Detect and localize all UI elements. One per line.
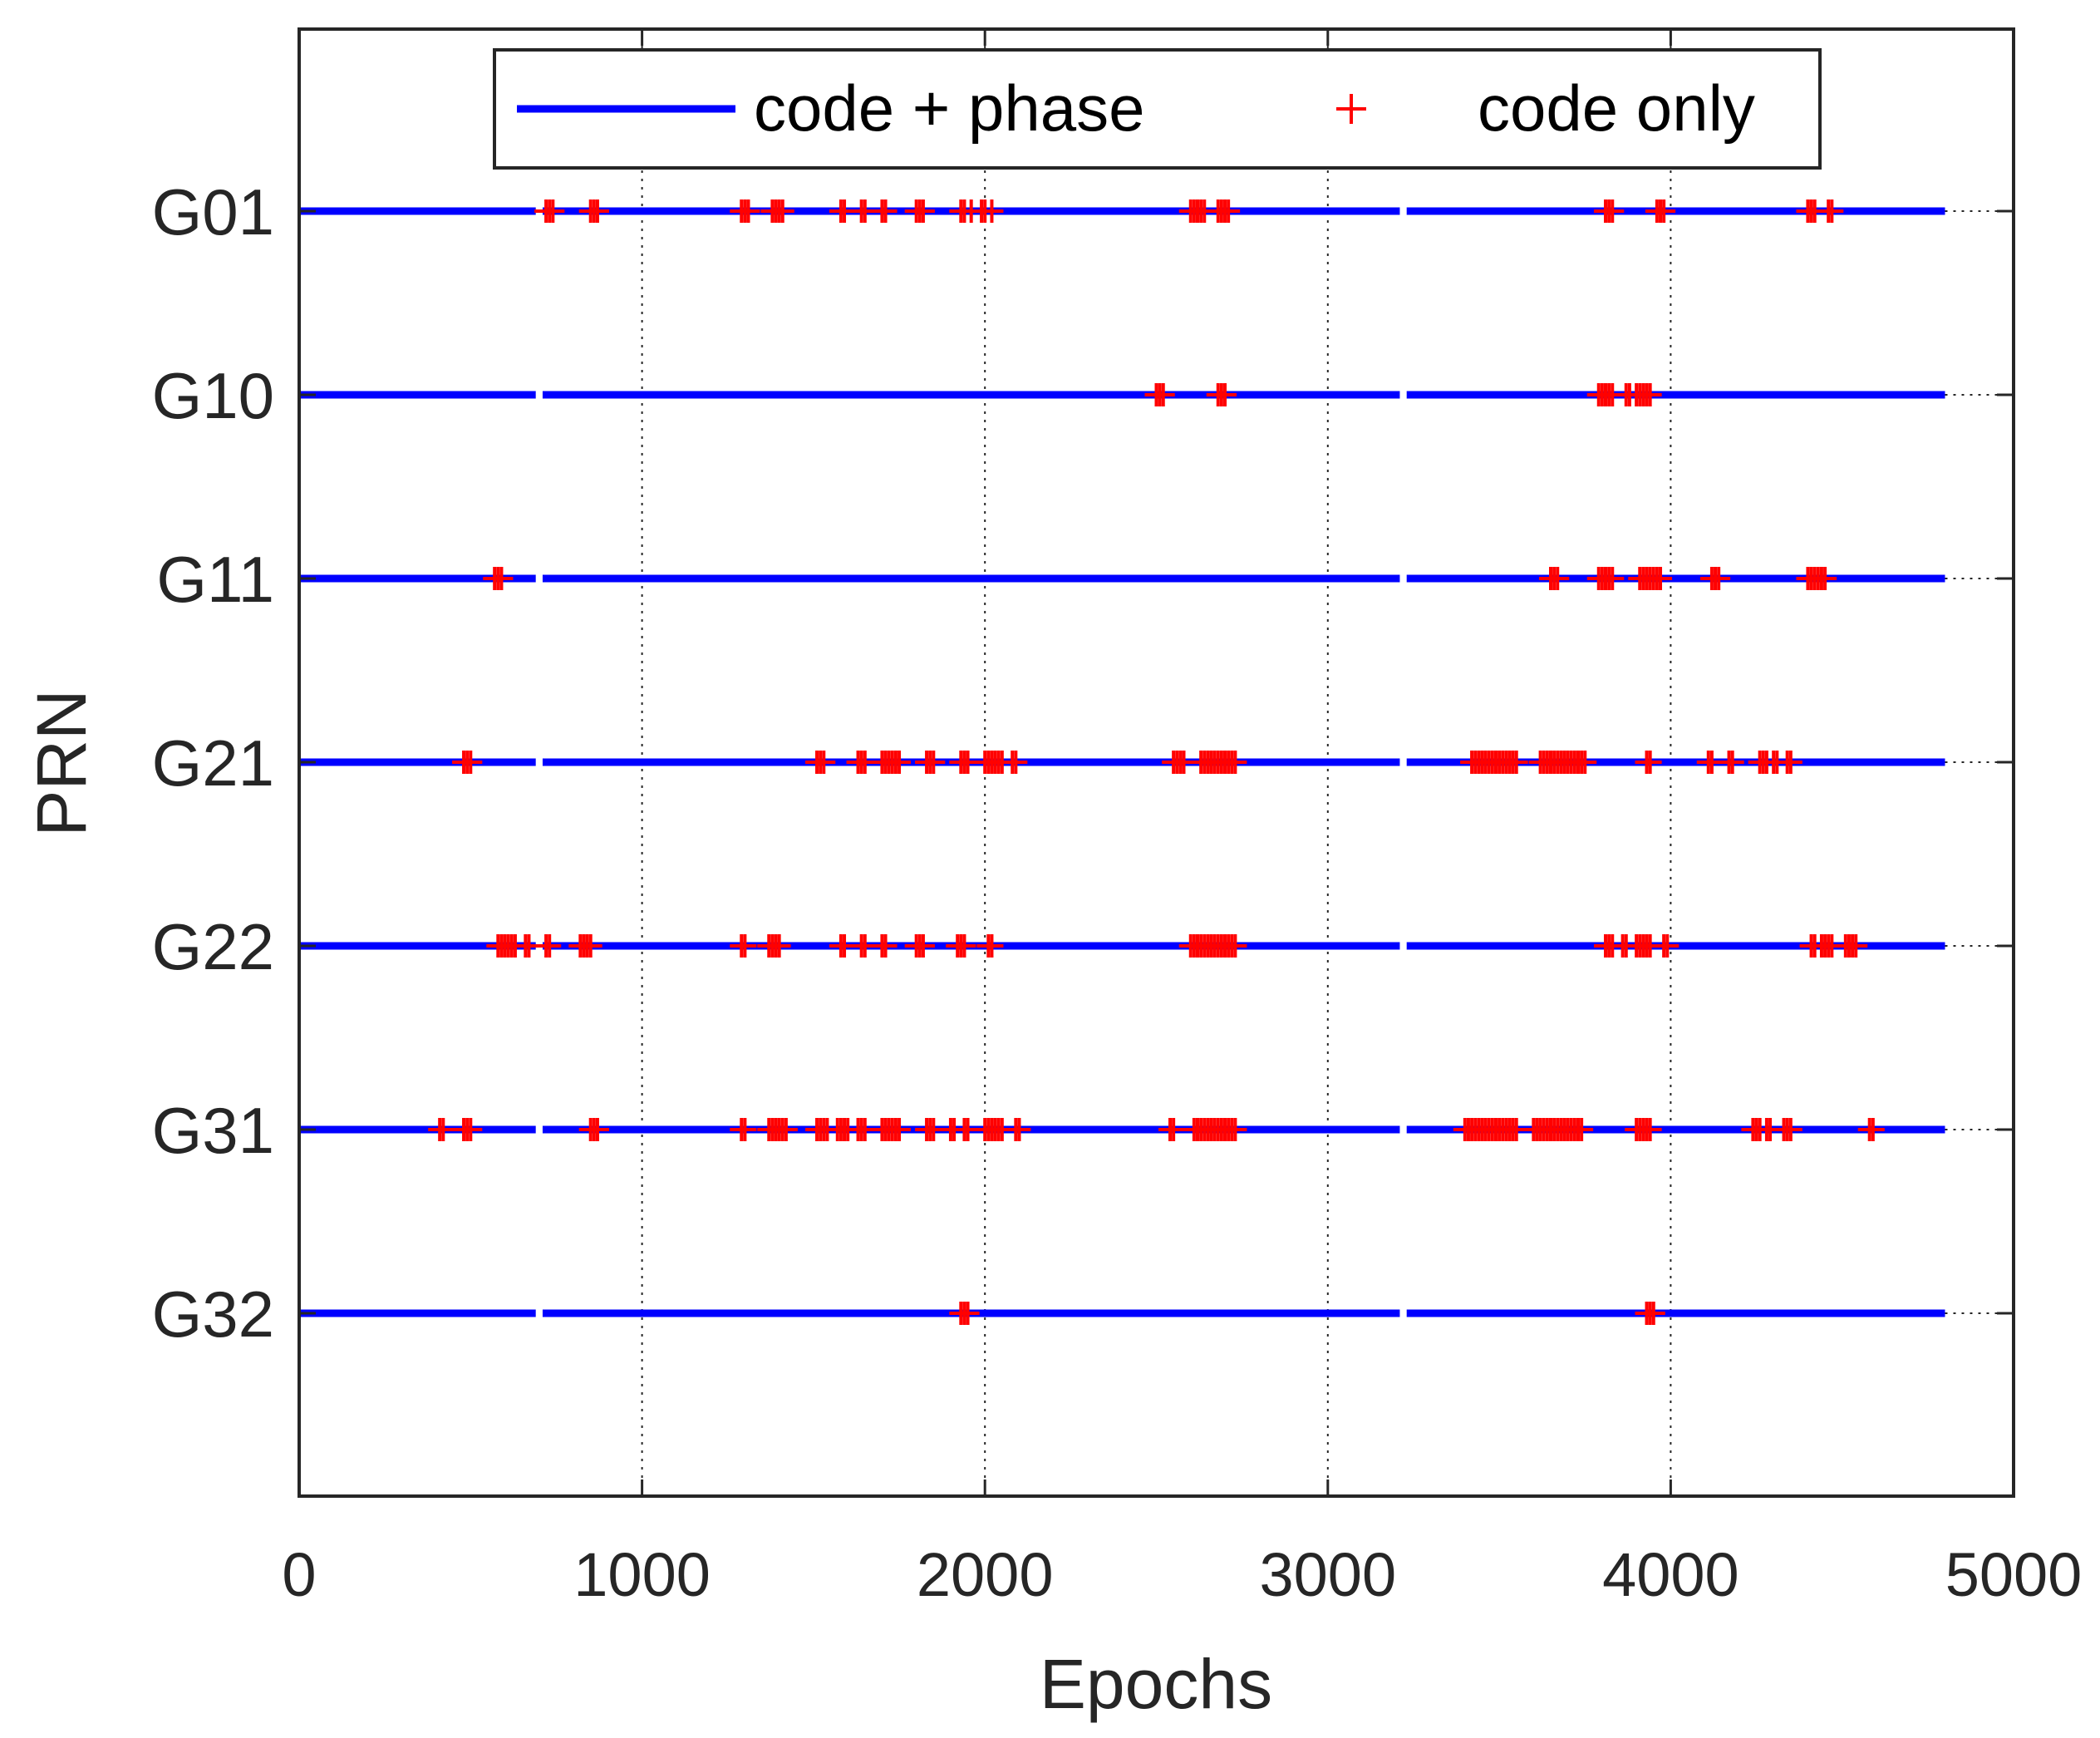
- series-g01: [299, 199, 2014, 223]
- code-only-marker: [888, 1118, 912, 1141]
- y-tick-label: G21: [152, 726, 274, 800]
- code-only-marker: [767, 934, 791, 958]
- code-only-marker: [538, 934, 562, 958]
- code-only-marker: [1813, 567, 1837, 590]
- code-only-marker: [1652, 199, 1676, 223]
- code-only-marker: [1720, 751, 1744, 774]
- code-only-marker: [1504, 751, 1528, 774]
- series-g31: [299, 1118, 2014, 1141]
- code-only-marker: [980, 934, 1004, 958]
- series-layer: [299, 199, 2014, 1325]
- code-only-marker: [733, 934, 757, 958]
- legend-code-only-swatch: [1336, 94, 1366, 124]
- y-tick-label: G31: [152, 1094, 274, 1167]
- x-tick-label: 4000: [1602, 1540, 1739, 1609]
- code-only-marker: [1546, 567, 1570, 590]
- code-only-marker: [585, 199, 609, 223]
- code-only-marker: [1707, 567, 1731, 590]
- x-tick-label: 2000: [917, 1540, 1054, 1609]
- series-g11: [299, 567, 2014, 590]
- code-only-marker: [1213, 383, 1237, 406]
- code-only-marker: [489, 567, 514, 590]
- code-only-marker: [888, 751, 912, 774]
- y-axis-label: PRN: [22, 689, 101, 836]
- code-only-marker: [459, 751, 483, 774]
- code-only-marker: [770, 199, 794, 223]
- code-only-marker: [1844, 934, 1868, 958]
- code-only-marker: [1217, 199, 1241, 223]
- code-only-marker: [733, 1118, 757, 1141]
- series-g32: [299, 1302, 2014, 1325]
- x-tick-label: 1000: [573, 1540, 711, 1609]
- code-only-marker: [1861, 1118, 1885, 1141]
- code-only-marker: [956, 1302, 980, 1325]
- code-only-marker: [812, 751, 836, 774]
- axis-ticks: 0 1000 2000 3000 4000 5000 G01 G10 G11 G21 G22 G31 G…: [152, 29, 2083, 1609]
- code-only-marker: [1601, 199, 1625, 223]
- y-tick-label: G10: [152, 359, 274, 432]
- code-only-marker: [952, 934, 976, 958]
- code-only-marker: [873, 934, 898, 958]
- plot-area-frame: [298, 27, 2015, 1498]
- x-tick-label: 3000: [1259, 1540, 1396, 1609]
- code-only-marker: [980, 199, 1004, 223]
- code-only-marker: [578, 934, 602, 958]
- code-only-marker: [1223, 751, 1247, 774]
- code-only-marker: [1778, 1118, 1802, 1141]
- code-only-marker: [1151, 383, 1175, 406]
- code-only-marker: [922, 751, 946, 774]
- code-only-marker: [1820, 199, 1844, 223]
- code-only-marker: [1223, 1118, 1247, 1141]
- x-axis-label: Epochs: [1040, 1645, 1272, 1723]
- code-only-marker: [873, 199, 898, 223]
- code-only-marker: [1655, 934, 1680, 958]
- y-tick-label: G11: [156, 543, 274, 616]
- legend: code + phase code only: [493, 48, 1822, 170]
- legend-code-only-label: code only: [1478, 71, 1755, 145]
- code-only-marker: [1649, 567, 1673, 590]
- series-g21: [299, 751, 2014, 774]
- code-only-marker: [431, 1118, 455, 1141]
- code-only-marker: [1573, 751, 1597, 774]
- code-only-marker: [1601, 567, 1625, 590]
- code-only-marker: [1007, 1118, 1031, 1141]
- code-only-marker: [911, 934, 935, 958]
- y-tick-label: G32: [152, 1278, 274, 1351]
- code-only-marker: [1162, 1118, 1186, 1141]
- code-only-marker: [541, 199, 565, 223]
- x-tick-label: 0: [282, 1540, 316, 1609]
- code-only-marker: [1638, 1118, 1662, 1141]
- code-only-marker: [1638, 751, 1662, 774]
- code-only-marker: [911, 199, 935, 223]
- code-only-marker: [585, 1118, 609, 1141]
- code-only-marker: [1638, 383, 1662, 406]
- code-only-marker: [736, 199, 760, 223]
- y-tick-label: G22: [152, 910, 274, 983]
- code-only-marker: [1641, 1302, 1665, 1325]
- series-g22: [299, 934, 2014, 958]
- code-only-marker: [774, 1118, 798, 1141]
- code-only-marker: [459, 1118, 483, 1141]
- series-g10: [299, 383, 2014, 406]
- code-only-marker: [1223, 934, 1247, 958]
- y-tick-label: G01: [152, 175, 274, 249]
- x-tick-label: 5000: [1945, 1540, 2083, 1609]
- code-only-marker: [1004, 751, 1028, 774]
- code-only-marker: [1570, 1118, 1594, 1141]
- code-only-marker: [1778, 751, 1802, 774]
- legend-code-phase-label: code + phase: [754, 71, 1145, 145]
